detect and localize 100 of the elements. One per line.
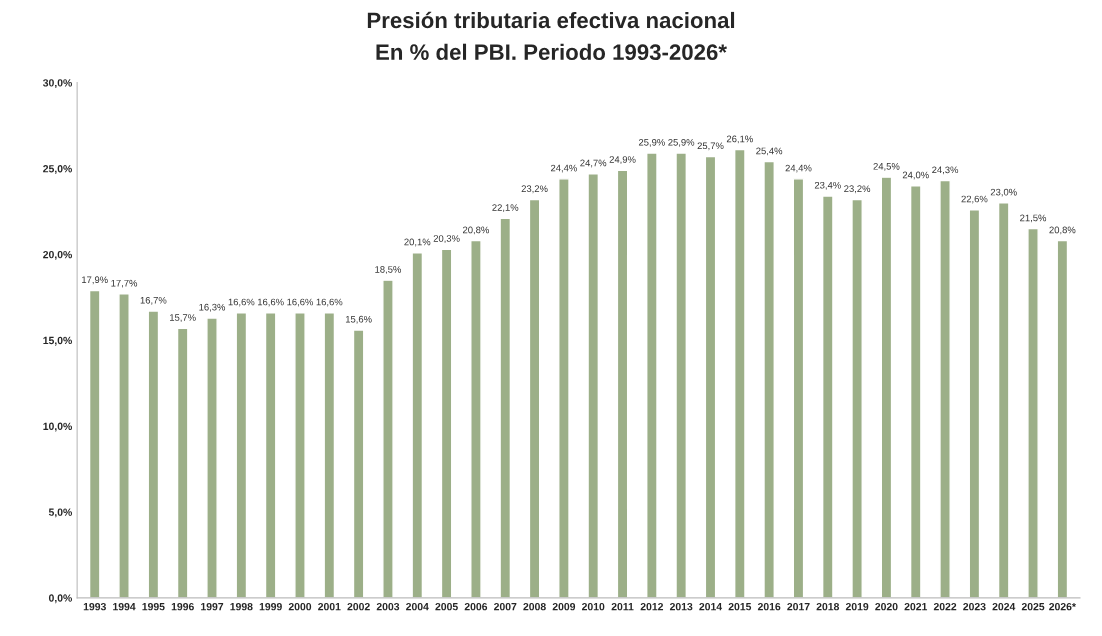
data-label: 23,0% <box>990 188 1017 197</box>
y-tick-label: 25,0% <box>43 165 73 174</box>
x-tick-label: 2022 <box>933 602 957 611</box>
bar <box>235 312 248 598</box>
data-label: 23,2% <box>844 185 871 194</box>
data-label: 25,4% <box>756 147 783 156</box>
bar <box>909 185 922 598</box>
data-label: 17,9% <box>82 276 108 285</box>
data-label: 22,6% <box>961 195 988 204</box>
data-label: 20,1% <box>404 238 431 247</box>
data-label: 22,1% <box>492 204 519 213</box>
x-tick-label: 1999 <box>259 602 282 611</box>
bar <box>470 239 482 598</box>
x-tick-label: 1997 <box>201 602 224 611</box>
bar <box>294 312 306 598</box>
bar <box>646 152 658 598</box>
data-label: 16,7% <box>140 296 167 305</box>
data-label: 16,3% <box>199 303 226 312</box>
data-label: 16,6% <box>228 298 255 307</box>
x-tick-label: 2005 <box>435 602 458 611</box>
bar <box>147 310 160 598</box>
data-label: 16,6% <box>258 298 284 307</box>
data-label: 24,9% <box>609 156 636 164</box>
data-label: 24,7% <box>580 159 607 168</box>
data-label: 20,3% <box>433 235 460 243</box>
y-tick-label: 20,0% <box>43 250 73 260</box>
x-tick-label: 2004 <box>406 602 429 611</box>
x-tick-label: 2018 <box>816 602 840 611</box>
bar <box>323 312 336 598</box>
x-tick-label: 2007 <box>494 602 517 611</box>
x-tick-label: 2013 <box>669 602 693 611</box>
x-tick-label: 1994 <box>113 602 136 611</box>
x-tick-label: 2008 <box>523 602 546 611</box>
data-label: 24,3% <box>932 166 959 175</box>
chart-subtitle: En % del PBI. Periodo 1993-2026* <box>376 43 727 61</box>
bar <box>1027 227 1039 598</box>
bar <box>587 172 600 598</box>
data-label: 25,9% <box>668 138 695 147</box>
bar <box>528 198 541 598</box>
bar <box>880 176 893 598</box>
x-tick-label: 2003 <box>376 602 400 611</box>
bar <box>704 155 717 598</box>
y-tick-label: 0,0% <box>48 594 73 604</box>
x-tick-label: 2026* <box>1049 602 1076 611</box>
bar <box>1056 239 1069 598</box>
bar <box>733 148 746 598</box>
x-tick-label: 2012 <box>640 602 664 611</box>
bar <box>851 198 863 598</box>
data-label: 15,7% <box>170 314 196 322</box>
x-tick-label: 2023 <box>963 602 986 611</box>
bar <box>968 209 981 598</box>
bar <box>792 178 805 598</box>
data-label: 15,6% <box>345 315 372 324</box>
x-tick-label: 2015 <box>728 602 752 611</box>
x-tick-label: 1993 <box>83 602 106 611</box>
y-tick-label: 30,0% <box>42 79 73 89</box>
bar <box>440 248 453 598</box>
bar <box>88 289 101 598</box>
bar <box>264 312 277 598</box>
x-tick-label: 2000 <box>288 602 312 611</box>
x-tick-label: 2020 <box>875 602 898 611</box>
x-tick-label: 2016 <box>757 602 781 611</box>
bar <box>411 251 424 598</box>
bar <box>675 152 688 598</box>
bar <box>382 279 394 598</box>
x-tick-label: 2002 <box>347 602 370 611</box>
bar <box>821 195 834 598</box>
data-label: 18,5% <box>375 266 402 274</box>
x-tick-label: 1995 <box>142 602 165 611</box>
bar <box>558 178 570 598</box>
data-label: 24,4% <box>785 164 812 173</box>
data-label: 23,4% <box>814 181 841 190</box>
data-label: 20,8% <box>1049 226 1076 235</box>
data-label: 24,5% <box>873 163 900 171</box>
x-tick-label: 1998 <box>230 602 253 611</box>
x-tick-label: 2006 <box>464 602 488 611</box>
x-tick-label: 2025 <box>1021 602 1045 611</box>
x-tick-label: 2019 <box>845 602 869 611</box>
x-tick-label: 2017 <box>787 602 810 611</box>
x-tick-label: 2011 <box>611 602 634 611</box>
bar <box>206 317 218 598</box>
data-label: 23,2% <box>521 185 548 194</box>
chart-title: Presión tributaria efectiva nacional <box>367 11 735 29</box>
bar <box>176 327 189 598</box>
bar <box>616 169 629 598</box>
bar <box>763 160 775 598</box>
data-label: 17,7% <box>111 279 138 288</box>
data-label: 26,1% <box>726 135 753 144</box>
data-label: 16,6% <box>316 298 343 307</box>
data-label: 24,0% <box>902 171 929 180</box>
x-tick-label: 2009 <box>552 602 576 611</box>
data-label: 24,4% <box>550 164 577 173</box>
data-label: 21,5% <box>1020 214 1047 223</box>
data-label: 16,6% <box>287 298 314 307</box>
bar <box>352 329 365 598</box>
bar <box>939 179 951 598</box>
y-tick-label: 10,0% <box>43 422 73 432</box>
x-tick-label: 1996 <box>171 602 194 611</box>
bar <box>118 293 130 598</box>
x-tick-label: 2010 <box>581 602 605 611</box>
